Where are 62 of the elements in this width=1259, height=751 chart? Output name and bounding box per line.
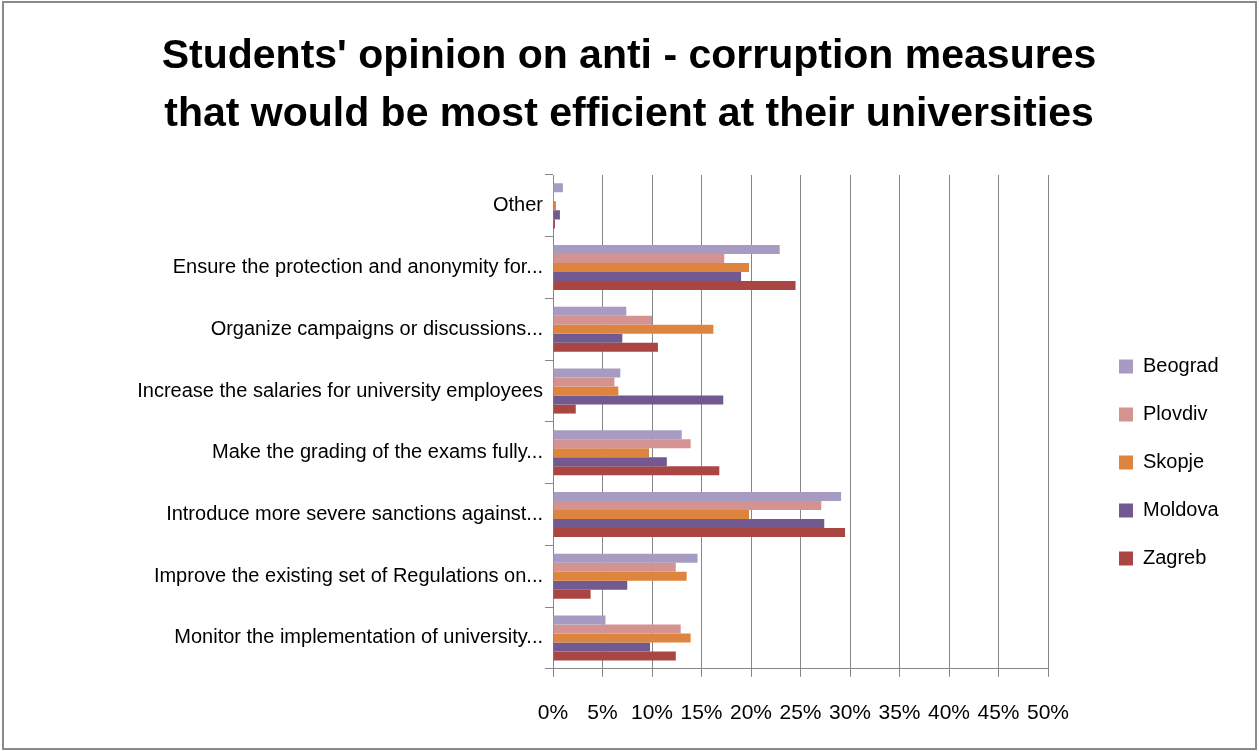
y-tick-label: Ensure the protection and anonymity for... [172,255,543,278]
y-tick-label: Improve the existing set of Regulations on... [153,563,543,586]
bar [553,439,691,449]
bar [553,324,714,334]
legend-label: Zagreb [1143,546,1207,569]
x-tick-label: 20% [729,700,773,724]
bar [553,528,846,538]
bar [553,245,780,255]
x-tick-label: 10% [630,700,674,724]
y-tick-label: Organize campaigns or discussions... [210,316,543,339]
bar [553,651,676,661]
legend-label: Plovdiv [1143,402,1208,425]
x-tick-label: 40% [927,700,971,724]
x-tick-label: 50% [1026,700,1070,724]
x-tick-label: 30% [828,700,872,724]
bar [553,306,627,316]
bar [553,615,606,625]
bar [553,642,651,652]
bar [553,553,698,563]
bar [553,589,591,599]
y-tick-label: Other [492,193,544,216]
bar [553,395,724,405]
bar [553,333,623,343]
legend-label: Moldova [1143,498,1220,521]
bar [553,263,750,273]
bar [553,404,576,414]
y-tick-label: Increase the salaries for university employees [137,378,543,401]
x-tick-label: 35% [878,700,921,724]
bar [553,386,619,396]
bar [553,562,676,572]
y-tick-label: Introduce more severe sanctions against... [166,502,543,524]
bar [553,342,658,352]
bar [553,500,822,510]
legend-label: Skopje [1143,450,1205,473]
bar [553,272,742,282]
bar [553,210,560,220]
bar [553,377,615,387]
bar [553,368,621,378]
bar [553,281,796,291]
legend-label: Beograd [1143,354,1219,377]
bar [553,448,650,458]
y-tick-label: Monitor the implementation of university... [174,625,543,648]
bar [553,254,725,264]
y-tick-label: Make the grading of the exams fully... [212,440,543,463]
bar [553,430,682,440]
x-tick-label: 45% [977,700,1020,724]
bar [553,466,720,476]
x-tick-label: 0% [537,700,569,724]
bar [553,457,667,467]
bar [553,183,563,193]
bar [553,624,681,634]
bar [553,491,842,501]
bar [553,633,691,643]
bar [553,518,825,529]
bar [553,315,652,325]
chart-title: Students' opinion on anti - corruption measures that would be most efficient at their universities [160,30,1098,137]
bar [553,580,628,590]
bar [553,571,687,581]
x-tick-label: 15% [680,700,723,724]
bar [553,509,750,519]
x-tick-label: 25% [779,700,822,724]
x-tick-label: 5% [587,700,618,724]
